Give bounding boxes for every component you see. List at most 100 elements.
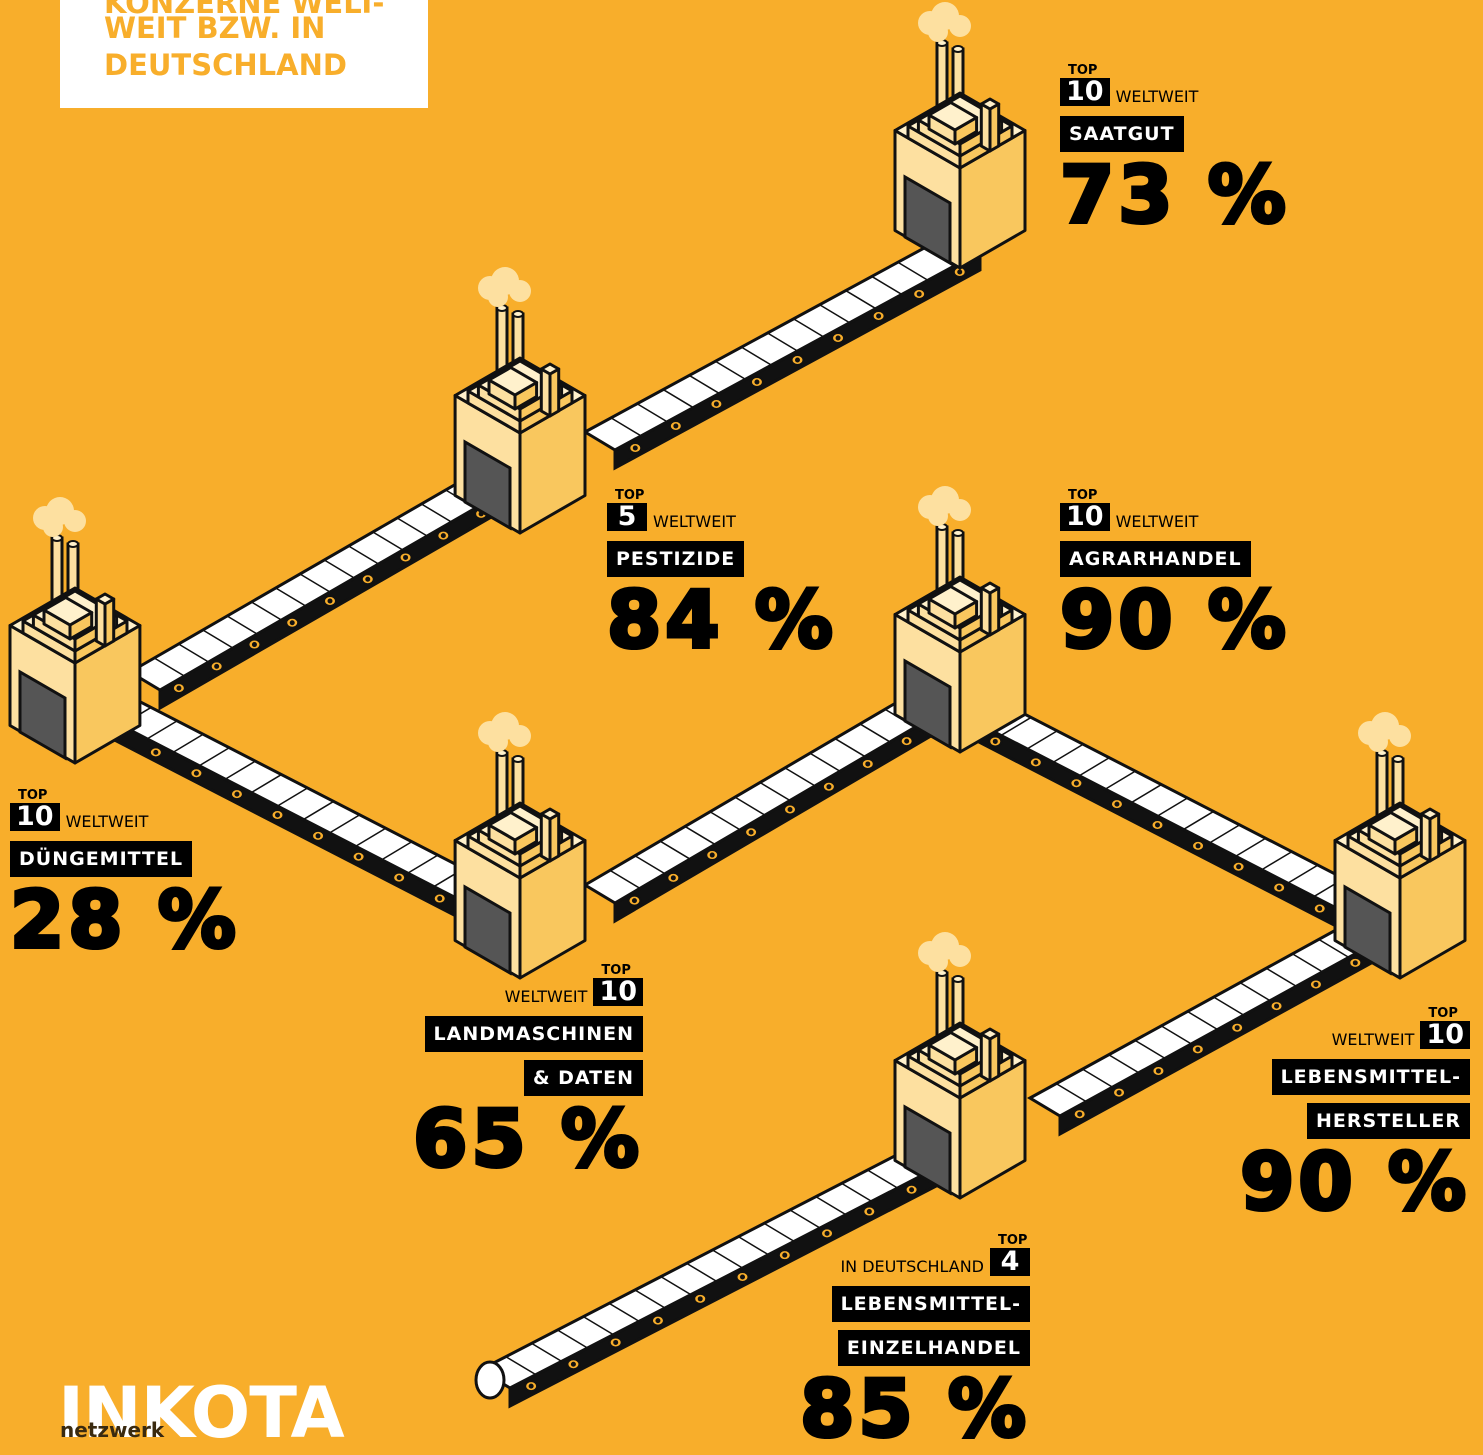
factory-door <box>463 439 512 531</box>
factory-tier-top <box>927 1031 979 1062</box>
smoke <box>509 280 531 302</box>
belt-slat <box>582 1316 614 1336</box>
belt-slat <box>734 796 766 816</box>
belt-roller-hub <box>904 738 910 744</box>
factory-tower-right <box>988 586 1001 637</box>
belt-slat <box>1239 982 1271 1002</box>
sector: LANDMASCHINEN <box>424 1016 643 1052</box>
rank-number: 10 <box>1060 78 1110 106</box>
belt-roller-hub <box>214 663 220 669</box>
belt-roller-hub <box>632 445 638 451</box>
scope: WELTWEIT <box>65 812 149 831</box>
belt-slat <box>662 388 694 409</box>
belt-slat <box>1209 824 1241 844</box>
belt-slat <box>845 289 877 310</box>
factory-tower-right <box>1428 812 1441 863</box>
belt-slat <box>1026 730 1058 750</box>
belt-roller-hub <box>909 1187 915 1193</box>
smoke <box>928 22 948 42</box>
belt-roller-hub <box>740 1274 745 1280</box>
chimney-top <box>67 540 79 548</box>
belt-roller-hub <box>713 401 719 407</box>
belt-slat <box>737 1236 769 1256</box>
factory-door <box>1343 884 1392 976</box>
belt-slat <box>226 615 258 635</box>
belt-slat <box>299 573 331 593</box>
belt-roller-hub <box>795 357 800 363</box>
belt-roller-hub <box>826 784 832 790</box>
belt-roller-hub <box>1195 843 1201 849</box>
belt-slat <box>396 517 428 537</box>
belt-slat <box>841 1182 873 1202</box>
belt-slat <box>789 1209 821 1229</box>
rank-number: 10 <box>10 803 60 831</box>
logo-sub: netzwerk <box>60 1418 165 1442</box>
belt-roller-hub <box>437 896 443 902</box>
share: 28 % <box>8 876 240 966</box>
belt-roller-hub <box>275 812 280 818</box>
belt-roller-hub <box>1313 981 1319 987</box>
sector: LEBENSMITTEL- <box>831 1286 1030 1322</box>
belt-roller-hub <box>365 576 371 582</box>
belt-roller-hub <box>1033 759 1039 765</box>
factory-tower-right <box>103 597 116 648</box>
belt-end <box>474 1360 506 1400</box>
belt-slat <box>660 1276 692 1296</box>
factory-tier-top <box>1367 811 1419 842</box>
belt-slat <box>531 1342 563 1362</box>
belt-slat <box>684 825 716 846</box>
rank-top: TOP <box>18 788 48 803</box>
belt-slat <box>1104 770 1136 790</box>
belt-roller-hub <box>327 598 333 604</box>
chimney-top <box>512 310 524 318</box>
belt-slat <box>1292 953 1323 973</box>
share: 73 % <box>1058 151 1290 241</box>
belt-slat <box>634 855 666 875</box>
smoke <box>949 945 971 967</box>
belt-roller-hub <box>1077 1111 1083 1117</box>
belt-roller-hub <box>754 379 760 385</box>
belt-slat <box>784 767 816 787</box>
factory-tier-top <box>487 811 539 842</box>
chimney-top <box>952 45 964 53</box>
smoke <box>64 510 86 532</box>
sector: DÜNGEMITTEL <box>10 841 193 877</box>
belt-roller-hub <box>673 423 679 429</box>
belt-roller-hub <box>782 1252 788 1258</box>
belt-slat <box>659 840 691 860</box>
belt-slat <box>146 720 178 740</box>
smoke <box>488 287 508 307</box>
belt-slat <box>1213 996 1245 1016</box>
belt-slat <box>1261 851 1293 871</box>
belt-roller-hub <box>957 269 963 275</box>
scope: WELTWEIT <box>653 512 736 531</box>
stat: TOP 10 WELTWEIT AGRARHANDEL 90 % <box>1058 489 1290 664</box>
header-line: KONZERNE WELT- <box>104 0 385 20</box>
belt-slat <box>815 1196 847 1216</box>
logo: INKOTA <box>58 1372 345 1454</box>
belt-slat <box>1082 1068 1113 1088</box>
sector: EINZELHANDEL <box>837 1330 1030 1366</box>
smoke <box>488 732 508 752</box>
belt-roller-hub <box>1155 1068 1161 1074</box>
belt-roller-hub <box>748 829 754 835</box>
stat: TOP 10 WELTWEIT DÜNGEMITTEL 28 % <box>8 788 240 966</box>
belt-roller-hub <box>865 761 871 767</box>
belt-roller-hub <box>916 291 922 297</box>
factory-tower-right <box>988 1032 1001 1083</box>
chimney-top <box>512 755 524 763</box>
rank-number: 10 <box>1420 1021 1470 1049</box>
rank-top: TOP <box>1428 1006 1458 1021</box>
belt-slat <box>153 657 185 677</box>
belt-slat <box>557 1329 588 1349</box>
scope: WELTWEIT <box>1115 512 1199 531</box>
belt-slat <box>355 827 387 847</box>
factory-tier-top <box>927 101 979 132</box>
rank-number: 4 <box>990 1248 1030 1276</box>
belt-roller-hub <box>697 1296 703 1302</box>
scope: WELTWEIT <box>1331 1030 1415 1049</box>
stat: WELTWEIT TOP 10 LANDMASCHINEN & DATEN 65 % <box>411 964 643 1182</box>
belt-roller-hub <box>251 642 257 648</box>
belt-slat <box>407 854 439 874</box>
